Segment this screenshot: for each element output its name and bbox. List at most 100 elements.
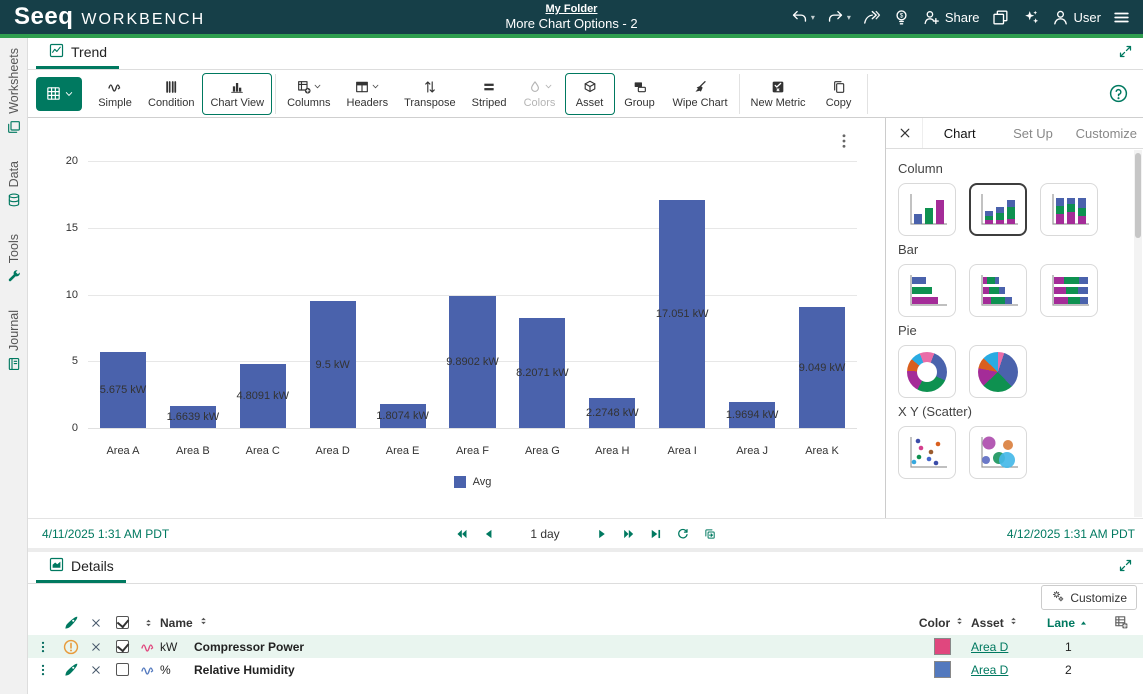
details-expand-button[interactable] [1118, 558, 1133, 578]
bar-area-e[interactable] [379, 404, 426, 428]
row-asset-link[interactable]: Area D [971, 639, 1009, 654]
bar-area-f[interactable] [449, 296, 496, 428]
share-user-button[interactable]: Share [922, 8, 980, 27]
toolbar-button-condition[interactable]: Condition [140, 73, 202, 115]
fastforward-icon[interactable] [622, 527, 636, 541]
table-grid-dropdown-button[interactable] [36, 76, 82, 111]
insight-button[interactable]: $ [892, 8, 911, 27]
chart-type-option-pie[interactable] [969, 345, 1027, 398]
sidebar-item-tools[interactable]: Tools [6, 234, 22, 284]
row-name[interactable]: Relative Humidity [194, 662, 295, 677]
bar-area-g[interactable] [519, 318, 566, 428]
toolbar-button-asset[interactable]: Asset [564, 72, 615, 115]
row-checkbox[interactable] [115, 663, 129, 676]
ai-sparkles-button[interactable] [1021, 8, 1040, 27]
details-customize-button[interactable]: Customize [1041, 585, 1137, 610]
chart-type-option-bar-basic[interactable] [898, 264, 956, 317]
forward-button[interactable] [862, 8, 881, 27]
select-all-checkbox[interactable] [115, 616, 129, 629]
toolbar-button-chart-view[interactable]: Chart View [202, 72, 273, 115]
details-row-relative-humidity[interactable]: % Relative Humidity Area D 2 [28, 658, 1143, 681]
close-icon[interactable] [898, 126, 912, 140]
toolbar-button-new-metric[interactable]: New Metric [743, 73, 814, 115]
row-checkbox[interactable] [115, 640, 129, 653]
expand-icon[interactable] [1118, 44, 1133, 59]
row-name[interactable]: Compressor Power [194, 639, 305, 654]
toolbar-button-headers[interactable]: Headers [339, 73, 397, 115]
step-back-icon[interactable] [481, 527, 495, 541]
chart-type-option-donut[interactable] [898, 345, 956, 398]
toolbar-button-copy[interactable]: Copy [814, 73, 864, 115]
toolbar-button-simple[interactable]: Simple [90, 73, 140, 115]
kebab-icon[interactable] [835, 132, 853, 150]
chart-type-option-bar-stacked[interactable] [969, 264, 1027, 317]
panel-close-button[interactable] [886, 118, 923, 148]
chart-type-option-col-stacked[interactable] [969, 183, 1027, 236]
skip-end-icon[interactable] [649, 527, 663, 541]
chart-menu-kebab[interactable] [835, 132, 853, 155]
range-duration[interactable]: 1 day [530, 526, 560, 541]
row-menu-kebab[interactable] [28, 640, 58, 654]
user-button[interactable]: User [1051, 8, 1101, 27]
toolbar-button-group[interactable]: Group [615, 73, 665, 115]
row-menu-kebab[interactable] [28, 663, 58, 677]
sort-type-button[interactable] [136, 617, 160, 629]
column-header-name[interactable]: Name [160, 615, 913, 630]
rocket-icon-header[interactable] [58, 614, 84, 632]
chart-type-option-col-basic[interactable] [898, 183, 956, 236]
add-column-button[interactable] [1113, 614, 1143, 631]
bar-area-i[interactable] [659, 200, 706, 428]
remove-row-button[interactable] [84, 641, 108, 653]
breadcrumb[interactable]: My Folder [545, 3, 598, 15]
bar-area-c[interactable] [239, 364, 286, 428]
sidebar-item-worksheets[interactable]: Worksheets [6, 48, 22, 135]
undo-button[interactable]: ▾ [790, 8, 815, 27]
bar-area-k[interactable] [798, 307, 846, 428]
column-header-color[interactable]: Color [913, 615, 971, 630]
bar-area-b[interactable] [169, 406, 216, 428]
column-header-lane[interactable]: Lane [1047, 616, 1099, 630]
chart-legend[interactable]: Avg [88, 476, 857, 488]
refresh-icon[interactable] [676, 527, 690, 541]
help-button[interactable] [1108, 83, 1129, 109]
sidebar-item-journal[interactable]: Journal [6, 310, 22, 372]
range-start-date[interactable]: 4/11/2025 1:31 AM PDT [42, 526, 170, 541]
chart-type-option-col-100[interactable] [1040, 183, 1098, 236]
panel-tab-customize[interactable]: Customize [1075, 125, 1138, 141]
chart-type-option-scatter[interactable] [898, 426, 956, 479]
tab-details[interactable]: Details [36, 551, 126, 583]
investigate-icon[interactable] [703, 527, 717, 541]
menu-button[interactable] [1112, 8, 1131, 27]
toolbar-button-transpose[interactable]: Transpose [396, 73, 464, 115]
expand-icon[interactable] [1118, 558, 1133, 573]
panel-tab-set-up[interactable]: Set Up [1013, 125, 1053, 141]
bar-area-d[interactable] [309, 301, 356, 428]
seeq-logo[interactable]: Seeq WORKBENCH [14, 3, 205, 31]
toolbar-button-wipe-chart[interactable]: Wipe Chart [665, 73, 736, 115]
row-color-swatch[interactable] [933, 661, 951, 678]
chart-type-option-bar-100[interactable] [1040, 264, 1098, 317]
row-color-swatch[interactable] [933, 638, 951, 655]
help-icon[interactable] [1108, 83, 1129, 104]
panel-scrollbar-thumb[interactable] [1135, 153, 1141, 238]
windows-button[interactable] [991, 8, 1010, 27]
bar-area-h[interactable] [589, 398, 636, 428]
row-asset-link[interactable]: Area D [971, 662, 1009, 677]
sidebar-item-data[interactable]: Data [6, 161, 22, 208]
toolbar-button-colors[interactable]: Colors [515, 73, 565, 115]
tab-trend[interactable]: Trend [36, 37, 120, 69]
bar-area-j[interactable] [729, 402, 776, 428]
redo-button[interactable]: ▾ [826, 8, 851, 27]
rewind-icon[interactable] [454, 527, 468, 541]
play-icon[interactable] [595, 527, 609, 541]
toolbar-button-columns[interactable]: Columns [279, 73, 338, 115]
warning-icon[interactable] [58, 638, 84, 656]
panel-tab-chart[interactable]: Chart [943, 125, 976, 141]
trend-expand-button[interactable] [1118, 44, 1133, 64]
remove-all-button[interactable] [84, 617, 108, 629]
rocket-icon[interactable] [58, 661, 84, 679]
range-end-date[interactable]: 4/12/2025 1:31 AM PDT [1006, 526, 1135, 541]
bar-area-a[interactable] [99, 352, 147, 428]
toolbar-button-striped[interactable]: Striped [464, 73, 515, 115]
details-row-compressor-power[interactable]: kW Compressor Power Area D 1 [28, 635, 1143, 658]
